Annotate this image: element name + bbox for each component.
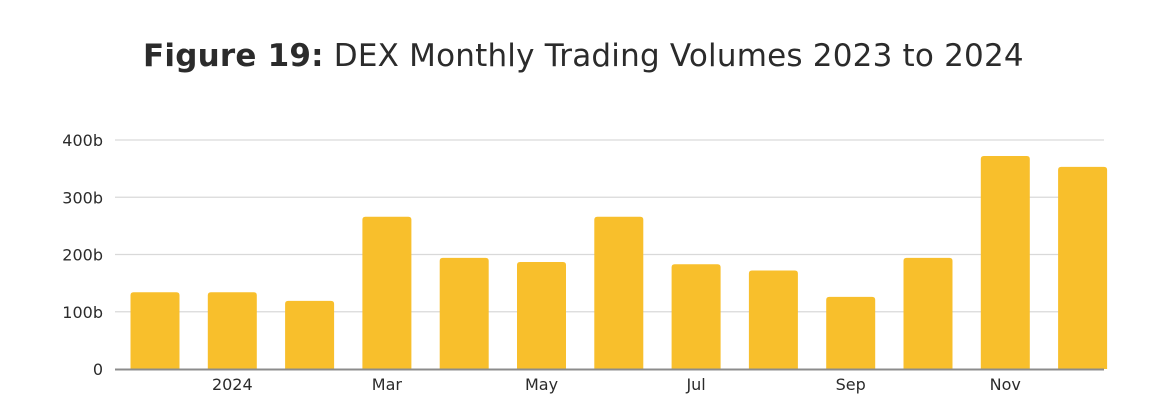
bar-sep (826, 296, 876, 369)
bar-dec-2023 (130, 292, 180, 369)
bar-mar (362, 216, 412, 369)
x-tick-label: Jul (685, 375, 705, 394)
y-tick-label: 200b (62, 246, 103, 265)
chart-title: Figure 19: DEX Monthly Trading Volumes 2… (143, 38, 1024, 74)
y-tick-label: 300b (62, 188, 103, 207)
bar-nov (980, 156, 1030, 369)
bar-oct (903, 257, 953, 369)
x-tick-label: Sep (836, 375, 866, 394)
bar-dec (1058, 166, 1108, 369)
chart-title-text: DEX Monthly Trading Volumes 2023 to 2024 (333, 38, 1024, 74)
bar-2024 (207, 292, 257, 369)
bar-jun (594, 216, 644, 369)
x-tick-label: Mar (372, 375, 403, 394)
y-tick-label: 100b (62, 303, 103, 322)
x-tick-label: Nov (990, 375, 1021, 394)
y-tick-label: 0 (93, 360, 103, 379)
bar-aug (748, 270, 798, 369)
x-tick-label: May (525, 375, 558, 394)
bar-jul (671, 264, 721, 369)
bar-may (517, 261, 566, 369)
chart-title-lead: Figure 19: (143, 38, 324, 74)
bar-apr (439, 257, 489, 369)
x-tick-label: 2024 (212, 375, 253, 394)
y-tick-label: 400b (62, 131, 103, 150)
bar-feb (285, 300, 335, 369)
